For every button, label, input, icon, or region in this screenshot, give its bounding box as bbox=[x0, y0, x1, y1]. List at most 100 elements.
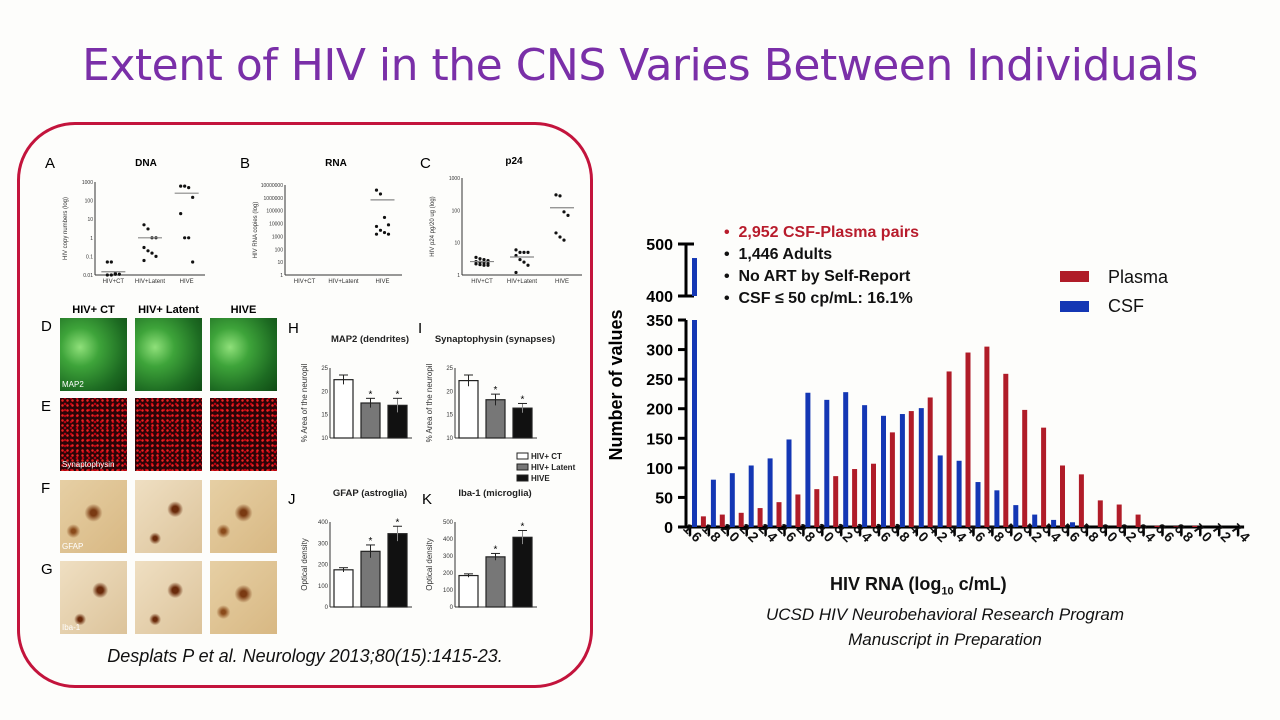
micrograph-map2-1 bbox=[135, 318, 202, 391]
micrograph-gfap-0: GFAP bbox=[60, 480, 127, 553]
y-tick-label: 1000 bbox=[449, 176, 460, 182]
y-tick-label: 200 bbox=[443, 571, 454, 577]
data-point bbox=[187, 236, 191, 240]
y-tick-label: 0 bbox=[664, 520, 673, 537]
panel-letter-A: A bbox=[45, 155, 55, 172]
bar-plasma bbox=[946, 371, 952, 527]
panel-letter-K: K bbox=[422, 491, 432, 508]
panel-letter-F: F bbox=[41, 480, 51, 497]
y-tick-label: 400 bbox=[443, 537, 454, 543]
legend-label: HIVE bbox=[531, 474, 550, 483]
data-point bbox=[514, 248, 518, 252]
y-tick-label: 350 bbox=[646, 313, 673, 330]
y-tick-label: 1000000 bbox=[264, 196, 284, 202]
y-tick-label: 100 bbox=[85, 199, 94, 205]
source-line-2: Manuscript in Preparation bbox=[848, 630, 1042, 649]
micrograph-synaptophysin-2 bbox=[210, 398, 277, 471]
data-point bbox=[518, 257, 522, 262]
micrograph-map2-2 bbox=[210, 318, 277, 391]
data-point bbox=[558, 194, 562, 198]
stain-label: MAP2 bbox=[62, 380, 84, 389]
data-point bbox=[105, 260, 109, 264]
bullet-pairs: • 2,952 CSF-Plasma pairs bbox=[724, 224, 920, 241]
data-point bbox=[382, 230, 387, 235]
micrograph-gfap-2 bbox=[210, 480, 277, 553]
significance-star: * bbox=[521, 394, 525, 405]
y-tick-label: 15 bbox=[321, 413, 328, 419]
bar-hive bbox=[387, 533, 408, 608]
bar-hiv-latent bbox=[485, 556, 506, 608]
data-point bbox=[522, 250, 526, 254]
bar-csf bbox=[937, 455, 943, 527]
bar-plasma bbox=[757, 508, 763, 527]
y-tick-label: 10000 bbox=[269, 222, 283, 228]
bar-plasma bbox=[965, 352, 971, 527]
y-tick-label: 300 bbox=[646, 343, 673, 360]
data-point bbox=[474, 255, 478, 260]
panel-letter-D: D bbox=[41, 318, 52, 335]
y-tick-label: 200 bbox=[646, 402, 673, 419]
y-tick-label: 500 bbox=[646, 237, 673, 254]
bar-plasma bbox=[719, 514, 725, 527]
panel-title: DNA bbox=[135, 158, 157, 169]
y-tick-label: 1 bbox=[90, 236, 93, 242]
bar-plasma bbox=[1192, 525, 1198, 527]
micrograph-synaptophysin-0: Synaptophysin bbox=[60, 398, 127, 471]
bar-csf bbox=[748, 465, 754, 527]
data-point bbox=[558, 235, 562, 239]
bar-hive bbox=[512, 536, 533, 608]
y-tick-label: 10 bbox=[446, 436, 453, 442]
data-point bbox=[478, 257, 482, 261]
significance-star: * bbox=[494, 385, 498, 396]
bullet-no-art: • No ART by Self-Report bbox=[724, 268, 911, 285]
y-axis-label: Optical density bbox=[300, 538, 309, 590]
data-point bbox=[187, 185, 191, 190]
bullet-adults: • 1,446 Adults bbox=[724, 246, 833, 263]
data-point bbox=[113, 272, 117, 276]
bar-csf bbox=[975, 482, 981, 527]
micrograph-iba-1-2 bbox=[210, 561, 277, 634]
bar-plasma bbox=[738, 512, 744, 527]
legend-label: HIV+ CT bbox=[531, 452, 562, 461]
bar-plasma bbox=[889, 432, 895, 527]
micrograph-iba-1-0: Iba-1 bbox=[60, 561, 127, 634]
data-point bbox=[146, 249, 150, 253]
micrograph-gfap-1 bbox=[135, 480, 202, 553]
data-point bbox=[378, 228, 383, 232]
y-tick-label: 100000 bbox=[266, 209, 283, 215]
panel-letter-B: B bbox=[240, 155, 250, 172]
bar-plasma bbox=[776, 502, 782, 527]
source-line-1: UCSD HIV Neurobehavioral Research Progra… bbox=[765, 605, 1125, 624]
x-axis-label-text: HIV RNA (log10 c/mL) bbox=[830, 574, 1007, 598]
bar-plasma bbox=[852, 469, 858, 527]
y-tick-label: 20 bbox=[321, 389, 328, 395]
y-tick-label: 400 bbox=[646, 289, 673, 306]
legend-swatch bbox=[516, 474, 529, 482]
y-tick-label: 10000000 bbox=[261, 183, 283, 189]
x-axis-label: HIV RNA (log10 c/mL) bbox=[830, 574, 1007, 598]
y-tick-label: 1 bbox=[280, 273, 283, 279]
y-tick-label: 15 bbox=[446, 413, 453, 419]
bar-plasma bbox=[1078, 474, 1084, 527]
bar-plasma bbox=[1173, 526, 1179, 527]
figure-frame bbox=[17, 122, 593, 688]
y-tick-label: 100 bbox=[646, 461, 673, 478]
data-point bbox=[191, 195, 195, 199]
bar-hiv-latent bbox=[360, 550, 381, 608]
bar-csf bbox=[918, 408, 924, 527]
y-axis-label: % Area of the neuropil bbox=[300, 363, 309, 442]
bar-plasma bbox=[984, 346, 990, 527]
data-point bbox=[562, 210, 566, 214]
data-point bbox=[562, 238, 566, 242]
data-point bbox=[142, 245, 146, 250]
bullet-text: No ART by Self-Report bbox=[738, 268, 911, 285]
data-point bbox=[554, 231, 558, 235]
data-point bbox=[382, 215, 387, 220]
panel-letter-E: E bbox=[41, 398, 52, 415]
data-point bbox=[374, 224, 379, 229]
histogram-chart: 0 50 100 150 200 250 300 350 400 500 Number of val… bbox=[606, 237, 1253, 545]
micrograph-map2-0: MAP2 bbox=[60, 318, 127, 391]
bar-plasma bbox=[814, 489, 820, 527]
y-tick-label: 500 bbox=[443, 520, 454, 526]
y-tick-label: 300 bbox=[443, 554, 454, 560]
